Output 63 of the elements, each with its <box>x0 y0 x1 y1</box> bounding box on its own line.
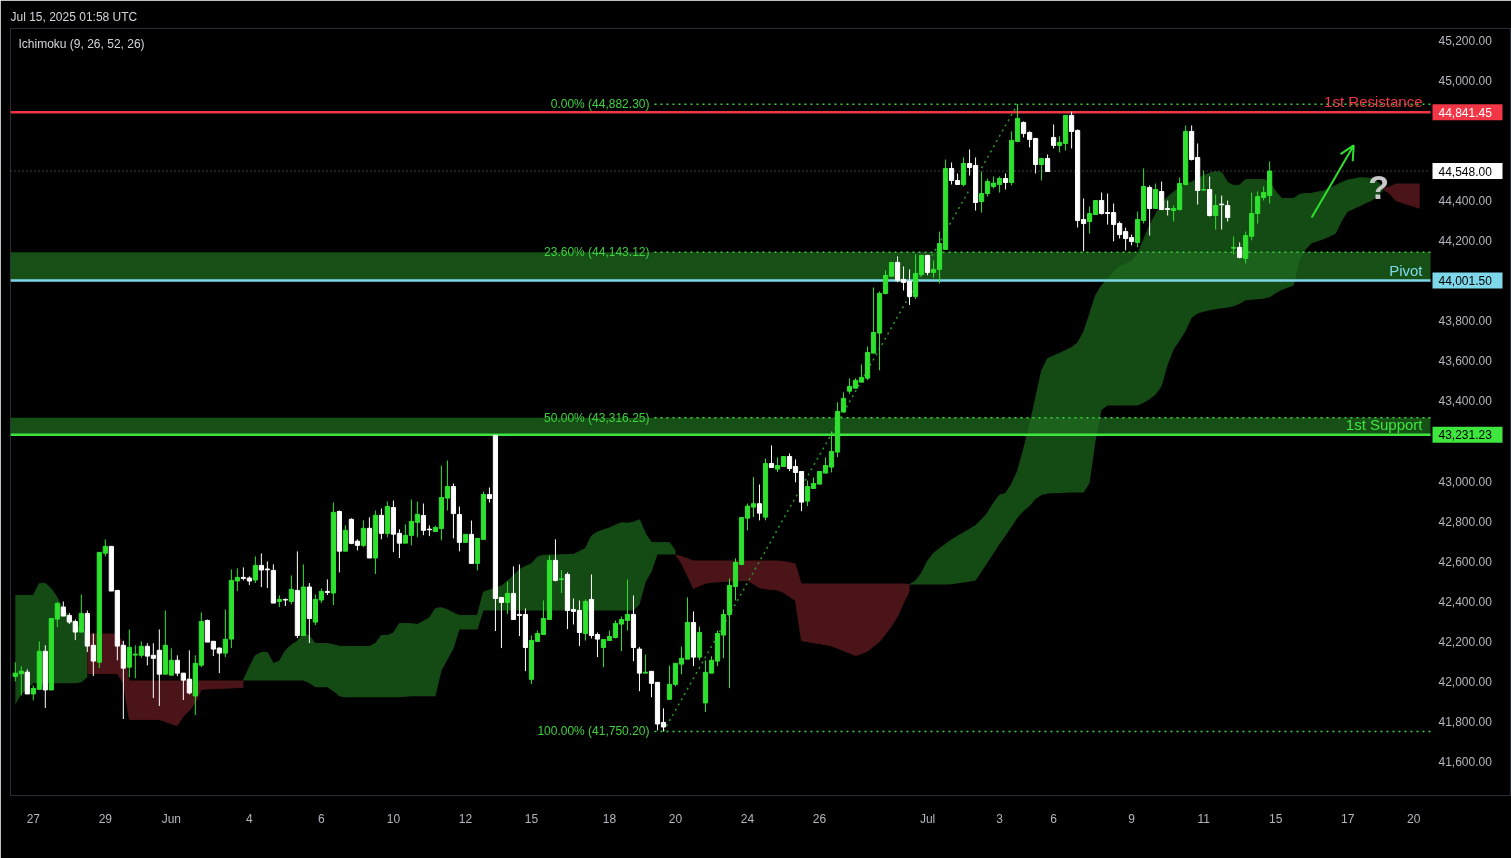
annotation: ? <box>1368 168 1389 207</box>
y-tick-label: 42,600.00 <box>1438 554 1493 569</box>
ref-line-label: 50.00% (43,316.25) <box>544 410 650 425</box>
candlestick <box>24 668 30 695</box>
candlestick <box>1153 183 1159 210</box>
y-tick-label: 45,200.00 <box>1438 34 1493 49</box>
ref-line-label: 23.60% (44,143.12) <box>544 245 650 260</box>
y-tick-label: 44,001.50 <box>1438 274 1493 289</box>
x-tick-label: 17 <box>1341 811 1355 826</box>
ref-line-label: Pivot <box>1389 261 1424 279</box>
y-tick-label: 42,800.00 <box>1438 514 1493 529</box>
y-tick-label: 42,200.00 <box>1438 634 1493 649</box>
y-tick-label: 44,841.45 <box>1438 105 1493 120</box>
x-tick-label: 12 <box>458 811 473 826</box>
y-tick-label: 44,548.00 <box>1438 164 1493 179</box>
x-tick-label: 26 <box>812 811 827 826</box>
y-tick-label: 43,800.00 <box>1438 314 1493 329</box>
y-tick-label: 41,600.00 <box>1438 754 1493 769</box>
y-tick-label: 44,200.00 <box>1438 234 1493 249</box>
y-tick-label: 43,600.00 <box>1438 354 1493 369</box>
candlestick <box>960 156 967 188</box>
ref-line-label: 100.00% (41,750.20) <box>537 724 650 739</box>
y-tick-label: 43,400.00 <box>1438 394 1493 409</box>
candlestick <box>1050 123 1057 149</box>
ref-line-label: 1st Resistance <box>1324 93 1423 111</box>
x-tick-label: 27 <box>26 811 41 826</box>
y-tick-label: 42,000.00 <box>1438 674 1493 689</box>
x-tick-label: 20 <box>668 811 683 826</box>
x-tick-label: Jun <box>161 811 182 826</box>
candlestick <box>924 254 931 276</box>
y-tick-label: 41,800.00 <box>1438 714 1493 729</box>
candlestick <box>1038 157 1045 181</box>
x-tick-label: 15 <box>524 811 539 826</box>
x-tick-label: 9 <box>1128 811 1136 826</box>
x-tick-label: 10 <box>386 811 401 826</box>
candlestick <box>768 444 775 468</box>
ref-line-label: 0.00% (44,882.30) <box>550 97 650 112</box>
x-tick-label: 4 <box>246 811 254 826</box>
candlestick <box>756 483 763 521</box>
y-tick-label: 42,400.00 <box>1438 594 1493 609</box>
candlestick <box>1147 185 1153 237</box>
candlestick <box>1213 194 1219 231</box>
chart-title: Jul 15, 2025 01:58 UTC <box>10 9 138 24</box>
candlestick <box>1201 169 1207 192</box>
x-tick-label: 6 <box>1050 811 1058 826</box>
x-tick-label: 3 <box>996 811 1004 826</box>
y-tick-label: 43,000.00 <box>1438 474 1493 489</box>
annotation: Ichimoku (9, 26, 52, 26) <box>18 36 145 51</box>
x-tick-label: 15 <box>1268 811 1283 826</box>
ref-line-label: 1st Support <box>1345 415 1424 433</box>
x-tick-label: 6 <box>318 811 326 826</box>
x-tick-label: 20 <box>1407 811 1421 826</box>
y-tick-label: 43,231.23 <box>1438 428 1493 443</box>
x-tick-label: 18 <box>602 811 617 826</box>
x-tick-label: 29 <box>98 811 113 826</box>
line-series <box>1310 144 1355 219</box>
x-tick-label: 11 <box>1197 811 1211 826</box>
candlestick <box>1219 195 1225 231</box>
candlestick <box>1225 200 1231 223</box>
y-tick-label: 45,000.00 <box>1438 74 1493 89</box>
y-tick-label: 44,400.00 <box>1438 194 1493 209</box>
x-tick-label: 24 <box>740 811 755 826</box>
x-tick-label: Jul <box>919 811 936 826</box>
